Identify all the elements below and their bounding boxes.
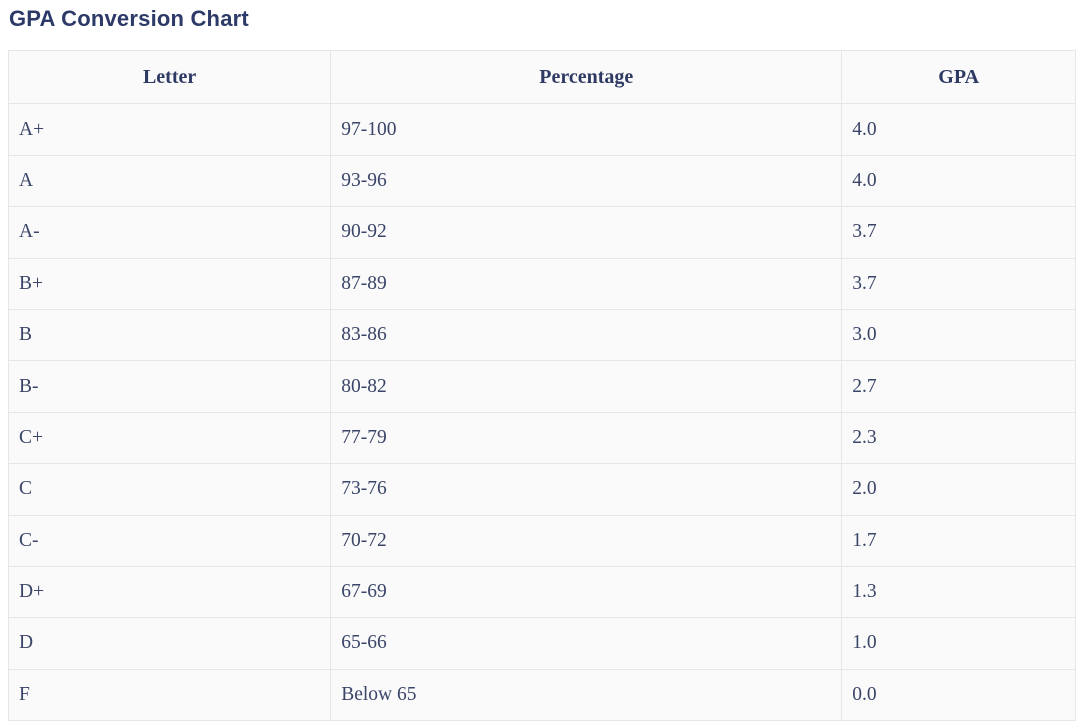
cell-percentage: Below 65 (330, 668, 843, 722)
cell-gpa: 2.7 (841, 360, 1076, 413)
cell-gpa: 3.0 (841, 308, 1076, 362)
cell-gpa: 2.3 (841, 411, 1076, 465)
cell-letter: A (7, 154, 332, 208)
table-row: B- 80-82 2.7 (7, 360, 1076, 413)
table-row: C+ 77-79 2.3 (7, 411, 1076, 465)
cell-letter: C- (7, 514, 332, 567)
cell-gpa: 3.7 (841, 257, 1076, 310)
cell-letter: B (7, 308, 332, 362)
table-header-row: Letter Percentage GPA (7, 49, 1076, 105)
cell-letter: C (7, 463, 332, 516)
table-row: B 83-86 3.0 (7, 308, 1076, 362)
cell-gpa: 1.0 (841, 617, 1076, 670)
table-row: A- 90-92 3.7 (7, 206, 1076, 259)
cell-letter: B- (7, 360, 332, 413)
table-header: Letter Percentage GPA (7, 49, 1076, 105)
table-row: F Below 65 0.0 (7, 668, 1076, 722)
cell-letter: A- (7, 206, 332, 259)
table-row: C- 70-72 1.7 (7, 514, 1076, 567)
cell-gpa: 0.0 (841, 668, 1076, 722)
cell-letter: B+ (7, 257, 332, 310)
cell-gpa: 1.3 (841, 565, 1076, 619)
cell-percentage: 70-72 (330, 514, 843, 567)
table-row: B+ 87-89 3.7 (7, 257, 1076, 310)
cell-letter: D (7, 617, 332, 670)
table-row: A 93-96 4.0 (7, 154, 1076, 208)
gpa-conversion-table: Letter Percentage GPA A+ 97-100 4.0 A 93-96 4.0… (7, 49, 1076, 722)
cell-letter: D+ (7, 565, 332, 619)
cell-percentage: 73-76 (330, 463, 843, 516)
cell-percentage: 97-100 (330, 103, 843, 156)
cell-percentage: 77-79 (330, 411, 843, 465)
cell-letter: A+ (7, 103, 332, 156)
cell-percentage: 93-96 (330, 154, 843, 208)
table-row: C 73-76 2.0 (7, 463, 1076, 516)
column-header-letter: Letter (7, 49, 332, 105)
cell-percentage: 80-82 (330, 360, 843, 413)
table-row: D+ 67-69 1.3 (7, 565, 1076, 619)
cell-percentage: 90-92 (330, 206, 843, 259)
column-header-percentage: Percentage (330, 49, 843, 105)
cell-percentage: 87-89 (330, 257, 843, 310)
column-header-gpa: GPA (841, 49, 1076, 105)
cell-gpa: 3.7 (841, 206, 1076, 259)
cell-letter: C+ (7, 411, 332, 465)
page-title: GPA Conversion Chart (9, 6, 249, 31)
cell-percentage: 83-86 (330, 308, 843, 362)
table-row: D 65-66 1.0 (7, 617, 1076, 670)
table-body: A+ 97-100 4.0 A 93-96 4.0 A- 90-92 3.7 B+ 87-89 3.7… (7, 103, 1076, 722)
cell-gpa: 1.7 (841, 514, 1076, 567)
cell-gpa: 4.0 (841, 103, 1076, 156)
cell-letter: F (7, 668, 332, 722)
cell-gpa: 4.0 (841, 154, 1076, 208)
cell-gpa: 2.0 (841, 463, 1076, 516)
table-row: A+ 97-100 4.0 (7, 103, 1076, 156)
cell-percentage: 65-66 (330, 617, 843, 670)
cell-percentage: 67-69 (330, 565, 843, 619)
